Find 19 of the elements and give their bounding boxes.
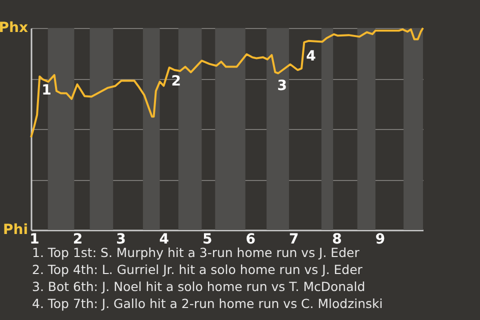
annotation: 2 [171, 74, 182, 90]
x-tick-label: 7 [288, 232, 299, 248]
x-tick-label: 9 [375, 232, 386, 248]
text: 2. Top 4th: L. Gurriel Jr. hit a solo home run vs J. Eder [32, 262, 364, 277]
x-tick-label: 8 [332, 232, 342, 248]
x-tick-label: 6 [246, 232, 256, 248]
annotation: 3 [277, 78, 287, 94]
x-tick-label: 1 [30, 232, 40, 248]
text: Phi [2, 222, 28, 238]
x-tick-label: 5 [202, 232, 212, 248]
annotation: 1 [42, 82, 52, 98]
annotation: 4 [306, 48, 316, 64]
x-tick-label: 2 [72, 232, 83, 248]
x-tick-label: 3 [116, 232, 126, 248]
text: 4. Top 7th: J. Gallo hit a 2-run home run vs C. Mlodzinski [32, 296, 383, 311]
text: Phx [0, 20, 28, 36]
text: 3. Bot 6th: J. Noel hit a solo home run vs T. McDonald [32, 279, 366, 294]
text: 1. Top 1st: S. Murphy hit a 3-run home run vs J. Eder [32, 245, 360, 260]
x-tick-label: 4 [159, 232, 170, 248]
